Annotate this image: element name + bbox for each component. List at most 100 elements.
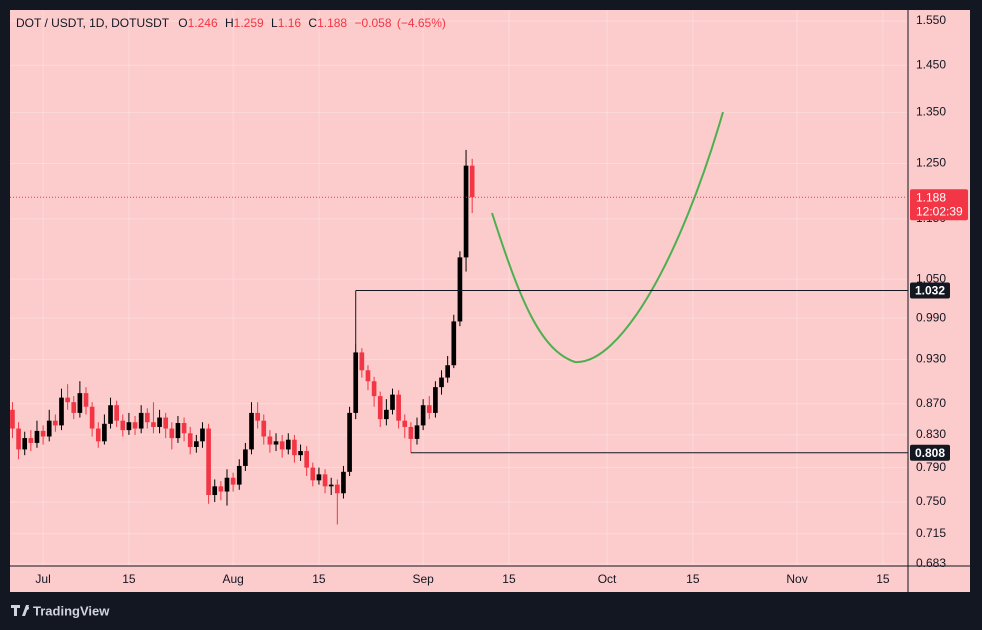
candle-body	[298, 451, 303, 456]
candle-body	[187, 433, 193, 447]
candle-body	[408, 426, 414, 439]
candle-body	[353, 352, 359, 413]
ohlc-value: 1.246	[188, 16, 218, 30]
x-tick-label: 15	[502, 572, 516, 586]
candle-body	[310, 467, 316, 481]
candle-body	[83, 393, 89, 407]
grid	[10, 10, 908, 566]
x-tick-label: 15	[122, 572, 136, 586]
candle-body	[194, 441, 199, 447]
candle-body	[53, 420, 58, 426]
x-tick-label: Sep	[412, 572, 434, 586]
chart-background	[10, 10, 970, 592]
y-tick-label: 1.050	[916, 271, 946, 285]
x-tick-label: Aug	[222, 572, 243, 586]
candle-body	[292, 439, 297, 456]
x-tick-label: Jul	[35, 572, 50, 586]
candle-body	[169, 428, 175, 439]
y-tick-label: 0.790	[916, 460, 946, 474]
ohlc-value: 1.16	[278, 16, 302, 30]
candle-body	[163, 417, 169, 429]
candle-body	[138, 412, 144, 429]
candle-body	[445, 365, 450, 378]
y-tick-label: 0.990	[916, 310, 946, 324]
ohlc-label: L	[271, 16, 278, 30]
y-tick-label: 0.830	[916, 427, 946, 441]
symbol: DOT / USDT, 1D, DOTUSDT	[16, 16, 170, 30]
candle-body	[89, 406, 95, 429]
change: −0.058	[354, 16, 391, 30]
candle-body	[230, 477, 236, 485]
candle-body	[206, 428, 211, 496]
countdown: 12:02:39	[916, 204, 963, 218]
candle-body	[457, 257, 463, 322]
candle-body	[396, 394, 401, 421]
ohlc-label: O	[178, 16, 187, 30]
candles	[10, 149, 475, 525]
candle-body	[390, 394, 395, 410]
candle-body	[71, 402, 77, 413]
candle-body	[426, 405, 432, 413]
candle-body	[261, 420, 267, 437]
candle-body	[402, 420, 408, 427]
candle-body	[175, 423, 181, 439]
candle-body	[255, 412, 260, 421]
y-tick-label: 1.450	[916, 57, 946, 71]
candle-body	[132, 422, 138, 429]
candle-body	[328, 484, 334, 487]
candle-body	[65, 397, 70, 403]
candle-body	[243, 449, 248, 466]
candle-body	[10, 409, 15, 429]
level-label-box	[910, 444, 950, 461]
candle-body	[181, 423, 187, 434]
candle-body	[200, 428, 205, 442]
level-label: 1.032	[915, 284, 945, 298]
legend-header: DOT / USDT, 1D, DOTUSDT O1.246 H1.259 L1…	[16, 16, 446, 30]
last-price-label: 1.188	[916, 190, 946, 204]
last-price-box	[910, 189, 968, 221]
candle-body	[126, 422, 132, 431]
logo-icon	[11, 605, 30, 616]
candle-body	[316, 474, 322, 481]
x-tick-label: Oct	[598, 572, 617, 586]
candle-body	[151, 422, 156, 427]
y-tick-label: 1.250	[916, 156, 946, 170]
x-tick-label: 15	[312, 572, 326, 586]
brand-name: TradingView	[33, 603, 110, 618]
candle-body	[77, 393, 83, 413]
candle-body	[359, 352, 365, 371]
y-tick-label: 0.930	[916, 352, 946, 366]
candle-body	[365, 370, 371, 382]
y-tick-label: 0.750	[916, 494, 946, 508]
x-tick-label: 15	[876, 572, 890, 586]
overlay: 1.5501.4501.3501.2501.1501.0500.9900.930…	[10, 13, 968, 586]
candle-body	[212, 486, 218, 496]
ohlc-label: C	[308, 16, 317, 30]
candle-body	[273, 441, 279, 445]
candle-body	[28, 438, 34, 443]
candle-body	[347, 412, 352, 472]
candle-body	[334, 484, 340, 494]
candle-body	[420, 405, 426, 426]
candle-body	[279, 441, 285, 450]
brand-logo: TradingView	[11, 603, 110, 618]
change-percent: (−4.65%)	[397, 16, 446, 30]
candle-body	[267, 436, 273, 445]
y-tick-label: 0.715	[916, 526, 946, 540]
candle-body	[157, 417, 162, 427]
candle-body	[249, 412, 254, 450]
candle-body	[285, 439, 291, 450]
candle-body	[322, 474, 328, 487]
candle-body	[95, 428, 101, 442]
candle-body	[224, 477, 230, 492]
candle-body	[433, 387, 438, 413]
candle-body	[22, 438, 28, 450]
candle-body	[304, 451, 310, 468]
candle-body	[377, 396, 383, 420]
candle-body	[236, 465, 242, 485]
x-tick-label: 15	[686, 572, 700, 586]
level-label-box	[910, 282, 950, 299]
candle-body	[102, 423, 107, 442]
candle-body	[40, 430, 46, 437]
